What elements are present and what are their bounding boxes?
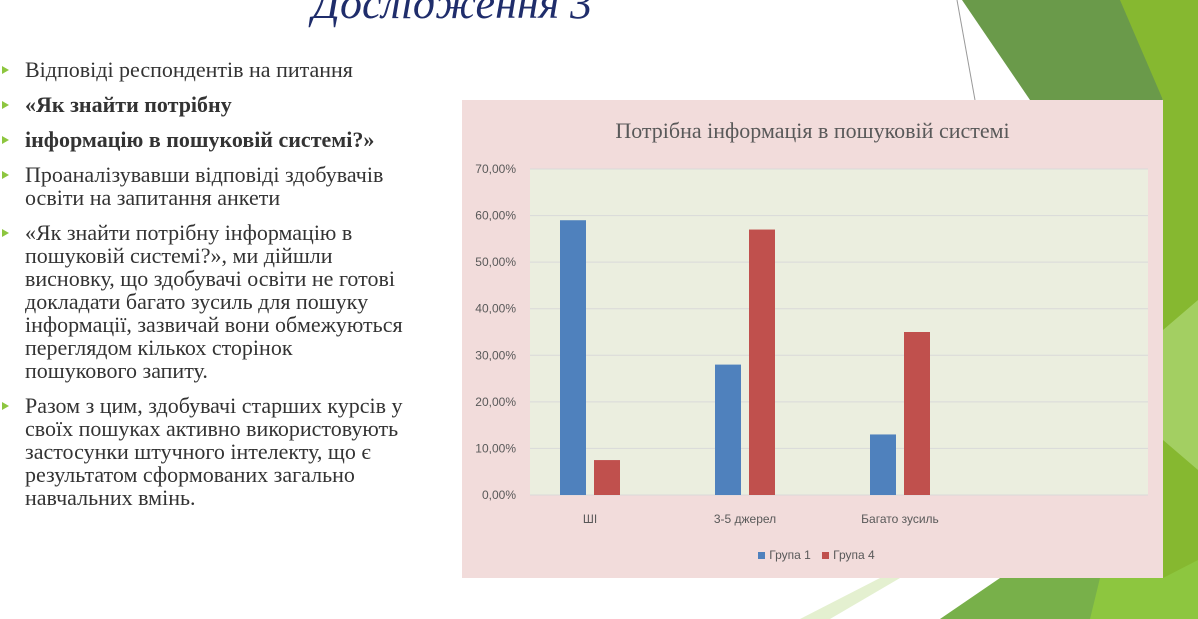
- y-tick-label: 0,00%: [482, 488, 516, 502]
- bullet-list: Відповіді респондентів на питання «Як зн…: [0, 58, 420, 521]
- y-tick-label: 60,00%: [475, 209, 516, 223]
- y-tick-label: 10,00%: [475, 441, 516, 455]
- chart-legend: Група 1 Група 4: [462, 548, 1163, 562]
- bullet-item: Відповіді респондентів на питання: [0, 58, 405, 81]
- bar-Група-1-1: [715, 364, 741, 495]
- legend-swatch-group-4: [822, 552, 830, 559]
- y-tick-label: 20,00%: [475, 395, 516, 409]
- bar-Група-1-2: [870, 434, 896, 495]
- plot-background: [530, 169, 1148, 495]
- bullet-item: інформацію в пошуковій системі?»: [0, 128, 405, 151]
- y-tick-label: 50,00%: [475, 255, 516, 269]
- bar-Група-4-1: [749, 229, 775, 496]
- x-tick-label: ШІ: [583, 512, 597, 526]
- x-tick-label: Багато зусиль: [861, 512, 939, 526]
- y-tick-label: 70,00%: [475, 162, 516, 176]
- bullet-item: Разом з цим, здобувачі старших курсів у …: [0, 394, 405, 509]
- bullet-item: «Як знайти потрібну інформацію в пошуков…: [0, 221, 405, 382]
- legend-label: Група 1: [769, 548, 811, 562]
- slide-title: Дослідження 3: [312, 0, 593, 28]
- legend-swatch-group-1: [758, 552, 766, 559]
- bar-chart: Потрібна інформація в пошуковій системі …: [462, 100, 1163, 578]
- x-tick-label: 3-5 джерел: [714, 512, 776, 526]
- chart-title: Потрібна інформація в пошуковій системі: [615, 118, 1010, 143]
- bar-Група-4-2: [904, 332, 930, 495]
- legend-label: Група 4: [833, 548, 875, 562]
- plot-area: 0,00% 10,00% 20,00% 30,00% 40,00% 50,00% 60,00…: [475, 162, 1148, 526]
- bullet-item: Проаналізувавши відповіді здобувачів осв…: [0, 163, 405, 209]
- bullet-item: «Як знайти потрібну: [0, 93, 405, 116]
- y-tick-label: 30,00%: [475, 348, 516, 362]
- bar-Група-4-0: [594, 460, 620, 495]
- bar-Група-1-0: [560, 220, 586, 495]
- y-tick-label: 40,00%: [475, 302, 516, 316]
